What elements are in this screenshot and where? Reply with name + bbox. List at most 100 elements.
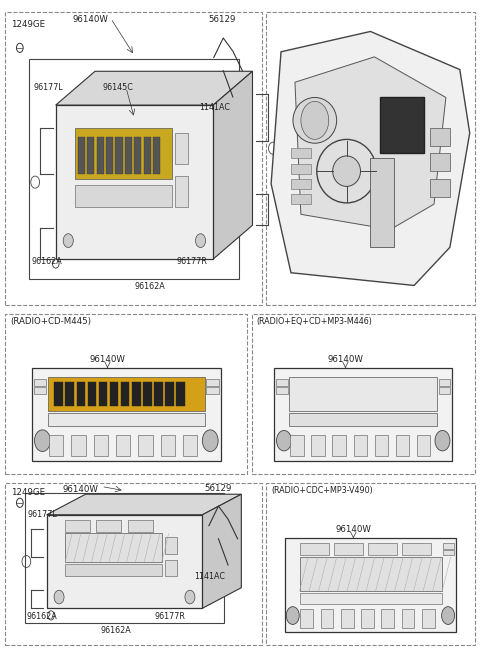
Bar xyxy=(132,382,141,406)
Bar xyxy=(48,413,204,426)
Bar xyxy=(266,483,475,646)
Bar xyxy=(76,382,85,406)
Text: 96140W: 96140W xyxy=(336,525,372,534)
Bar xyxy=(161,435,175,455)
Bar xyxy=(417,435,430,455)
Bar xyxy=(72,435,85,455)
Bar xyxy=(116,138,122,174)
Text: 56129: 56129 xyxy=(204,484,231,493)
Text: (RADIO+CDC+MP3-V490): (RADIO+CDC+MP3-V490) xyxy=(271,486,373,495)
Bar xyxy=(334,543,363,555)
Text: 96162A: 96162A xyxy=(100,626,131,635)
Text: 96145C: 96145C xyxy=(103,83,134,92)
Bar xyxy=(291,163,311,174)
Text: 96162A: 96162A xyxy=(26,612,57,621)
Bar xyxy=(74,185,172,207)
Text: 96177R: 96177R xyxy=(155,612,185,621)
Text: 96140W: 96140W xyxy=(327,354,363,363)
Bar xyxy=(371,159,394,247)
Bar xyxy=(153,138,160,174)
Bar xyxy=(88,382,96,406)
Bar xyxy=(143,382,152,406)
Text: 96140W: 96140W xyxy=(63,485,99,494)
Bar xyxy=(74,128,172,179)
Bar xyxy=(402,543,431,555)
Bar xyxy=(206,379,219,386)
Bar xyxy=(134,138,142,174)
Polygon shape xyxy=(203,494,241,608)
Bar xyxy=(430,154,450,171)
Circle shape xyxy=(286,607,299,625)
Bar xyxy=(333,435,346,455)
Ellipse shape xyxy=(293,98,336,143)
Bar xyxy=(116,435,130,455)
Bar xyxy=(138,435,153,455)
Bar xyxy=(183,435,197,455)
Text: 56129: 56129 xyxy=(209,15,236,24)
Polygon shape xyxy=(271,31,470,285)
Bar xyxy=(128,520,153,531)
Bar xyxy=(402,609,414,628)
Circle shape xyxy=(301,101,329,139)
Bar xyxy=(300,593,442,604)
Bar xyxy=(34,388,46,394)
Bar xyxy=(96,138,104,174)
Circle shape xyxy=(35,430,50,451)
Bar xyxy=(368,543,397,555)
Bar xyxy=(175,133,188,163)
Bar xyxy=(5,483,262,646)
Bar xyxy=(65,564,162,577)
Text: 1141AC: 1141AC xyxy=(194,571,226,581)
Bar xyxy=(443,543,454,548)
Bar xyxy=(47,515,203,608)
Bar xyxy=(300,609,313,628)
Bar xyxy=(49,435,63,455)
Bar xyxy=(65,382,74,406)
Circle shape xyxy=(54,590,64,604)
Bar xyxy=(5,12,262,305)
Text: 96140W: 96140W xyxy=(72,15,108,24)
Bar xyxy=(439,388,451,394)
Bar xyxy=(321,609,334,628)
Polygon shape xyxy=(213,72,252,259)
Bar xyxy=(252,314,475,474)
Bar xyxy=(65,520,90,531)
Bar xyxy=(274,368,452,461)
Bar xyxy=(354,435,367,455)
Bar xyxy=(290,435,303,455)
Bar xyxy=(206,388,219,394)
Bar xyxy=(78,138,85,174)
Bar xyxy=(144,138,151,174)
Bar xyxy=(266,12,475,305)
Text: 96177L: 96177L xyxy=(27,510,57,519)
Bar xyxy=(396,435,409,455)
Bar xyxy=(54,382,63,406)
Bar xyxy=(430,179,450,197)
Bar xyxy=(165,382,174,406)
Bar xyxy=(375,435,388,455)
Text: 1141AC: 1141AC xyxy=(199,104,230,112)
Text: 96162A: 96162A xyxy=(32,257,62,266)
Bar xyxy=(87,138,94,174)
Bar xyxy=(382,609,394,628)
Polygon shape xyxy=(47,494,241,515)
Bar xyxy=(5,314,247,474)
Text: (RADIO+EQ+CD+MP3-M446): (RADIO+EQ+CD+MP3-M446) xyxy=(257,317,372,326)
Bar xyxy=(96,520,121,531)
Bar xyxy=(94,435,108,455)
Bar xyxy=(361,609,374,628)
Bar xyxy=(24,493,224,623)
Bar xyxy=(106,138,113,174)
Text: 1249GE: 1249GE xyxy=(11,488,45,497)
Bar xyxy=(165,560,178,577)
Bar xyxy=(65,533,162,562)
Bar xyxy=(56,105,213,259)
Bar xyxy=(276,379,288,386)
Bar xyxy=(312,435,324,455)
Bar xyxy=(110,382,119,406)
Bar xyxy=(125,138,132,174)
Circle shape xyxy=(276,430,291,451)
Bar xyxy=(291,179,311,189)
Bar xyxy=(154,382,163,406)
Bar xyxy=(48,377,204,411)
